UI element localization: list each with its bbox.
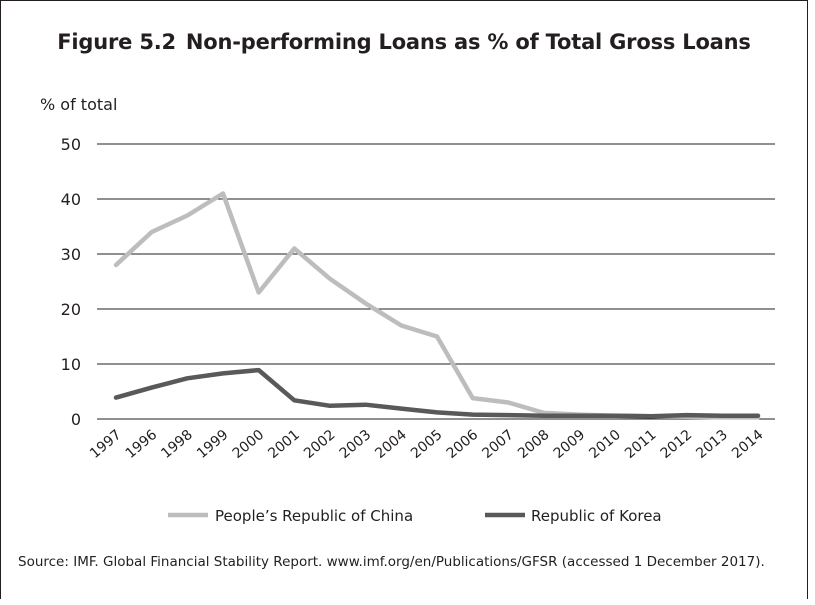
x-tick-label: 2008	[515, 427, 553, 462]
series-line-0	[113, 191, 761, 420]
x-tick-label: 2000	[230, 427, 268, 462]
x-tick-label: 2006	[444, 427, 482, 462]
x-tick-label: 2013	[693, 427, 731, 462]
x-tick-label: 2004	[372, 427, 410, 462]
x-tick-labels: 1997199619981999200020012002200320042005…	[87, 427, 767, 462]
x-tick-label: 1998	[158, 427, 196, 462]
y-tick-label: 40	[61, 190, 81, 209]
figure-title-text: Non-performing Loans as % of Total Gross…	[185, 30, 751, 54]
x-tick-label: 2012	[658, 427, 696, 462]
x-tick-label: 2003	[337, 427, 375, 462]
x-tick-label: 2002	[301, 427, 339, 462]
x-tick-label: 2009	[551, 427, 589, 462]
x-tick-label: 2010	[586, 427, 624, 462]
y-tick-label: 20	[61, 300, 81, 319]
y-tick-label: 10	[61, 355, 81, 374]
x-tick-label: 2014	[729, 427, 767, 462]
legend: People’s Republic of China Republic of Ko…	[168, 507, 662, 525]
figure-title: Figure 5.2 Non-performing Loans as % of T…	[0, 30, 808, 54]
y-tick-label: 0	[71, 410, 81, 429]
x-tick-label: 1999	[194, 427, 232, 462]
x-tick-label: 1996	[123, 427, 161, 462]
x-tick-label: 2005	[408, 427, 446, 462]
figure-number: Figure 5.2	[57, 30, 176, 54]
x-tick-label: 2001	[265, 427, 303, 462]
y-tick-label: 30	[61, 245, 81, 264]
x-tick-label: 2007	[479, 427, 517, 462]
y-tick-labels: 0 10 20 30 40 50	[61, 135, 81, 429]
legend-label-1: Republic of Korea	[531, 507, 662, 525]
legend-label-0: People’s Republic of China	[215, 507, 413, 525]
series-lines	[113, 191, 761, 420]
y-tick-label: 50	[61, 135, 81, 154]
y-axis-label: % of total	[40, 95, 117, 114]
x-tick-label: 1997	[87, 427, 125, 462]
x-tick-label: 2011	[622, 427, 660, 462]
source-note: Source: IMF. Global Financial Stability …	[18, 554, 765, 570]
series-line-1	[113, 367, 761, 419]
